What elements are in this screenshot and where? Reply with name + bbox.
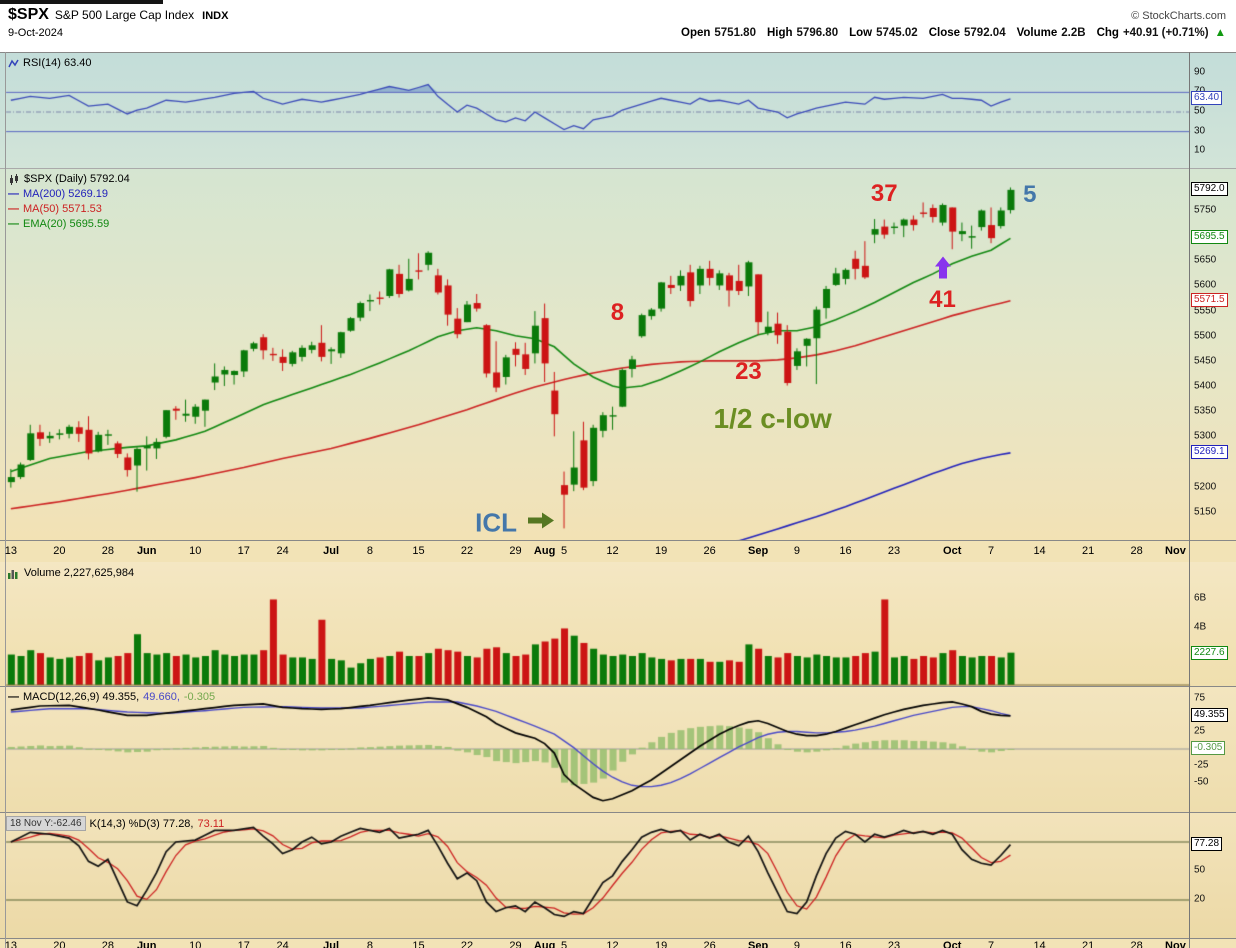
low-value: 5745.02: [876, 27, 918, 39]
plot-left-border: [5, 52, 6, 948]
stoch-d-value: 73.11: [197, 817, 225, 830]
quote-row: 9-Oct-2024 Open 5751.80 High 5796.80 Low…: [8, 27, 1226, 39]
symbol-name: S&P 500 Large Cap Index: [54, 8, 195, 22]
copyright-label: © StockCharts.com: [1131, 10, 1226, 22]
macd-legend-label: MACD(12,26,9) 49.355,: [23, 691, 140, 703]
stoch-panel: [0, 812, 1236, 939]
rsi-chart-canvas[interactable]: [0, 53, 1236, 169]
chart-header: $SPX S&P 500 Large Cap Index INDX © Stoc…: [0, 4, 1236, 52]
volume-legend: Volume 2,227,625,984: [8, 567, 134, 579]
x-axis-strip-bottom: [0, 938, 1236, 948]
open-label: Open: [681, 27, 711, 39]
high-label: High: [766, 27, 793, 39]
volume-icon: [8, 569, 18, 579]
macd-panel: [0, 686, 1236, 813]
symbol-title: $SPX: [8, 6, 49, 23]
change-label: Chg: [1096, 27, 1119, 39]
high-value: 5796.80: [796, 27, 839, 39]
change-value: +40.91 (+0.71%): [1122, 27, 1209, 39]
volume-panel: [0, 562, 1236, 686]
ohlc-quote: Open 5751.80 High 5796.80 Low 5745.02 Cl…: [674, 27, 1226, 39]
volume-label: Volume: [1016, 27, 1058, 39]
macd-legend: — MACD(12,26,9) 49.355, 49.660, -0.305: [8, 691, 215, 703]
rsi-legend: RSI(14) 63.40: [8, 57, 91, 69]
price-legend: $SPX (Daily) 5792.04 — MA(200) 5269.19 —…: [8, 172, 130, 232]
rsi-icon: [8, 59, 19, 67]
price-chart-canvas[interactable]: [0, 169, 1236, 541]
close-label: Close: [928, 27, 961, 39]
plot-right-border: [1189, 52, 1190, 948]
change-direction-icon: ▲: [1214, 27, 1226, 39]
volume-chart-canvas[interactable]: [0, 562, 1236, 686]
exchange-label: INDX: [202, 10, 229, 22]
stoch-legend: 18 Nov Y:-62.46 K(14,3) %D(3) 77.28, 73.…: [6, 816, 224, 831]
ma50-line-swatch: —: [8, 203, 19, 215]
stoch-chart-canvas[interactable]: [0, 813, 1236, 939]
low-label: Low: [849, 27, 873, 39]
ma50-legend-label: MA(50) 5571.53: [23, 203, 102, 215]
browser-artifact-strip: [0, 0, 163, 4]
rsi-legend-label: RSI(14) 63.40: [23, 57, 92, 69]
close-value: 5792.04: [964, 27, 1006, 39]
ema20-line-swatch: —: [8, 218, 19, 230]
stoch-legend-label: K(14,3) %D(3) 77.28,: [89, 817, 194, 830]
stoch-crosshair-note: 18 Nov Y:-62.46: [6, 816, 86, 831]
price-panel: [0, 168, 1236, 541]
macd-line-swatch: —: [8, 691, 19, 703]
price-legend-title: $SPX (Daily) 5792.04: [24, 173, 130, 185]
title-row: $SPX S&P 500 Large Cap Index INDX © Stoc…: [8, 6, 1226, 24]
candlestick-icon: [10, 173, 18, 185]
macd-hist-value: -0.305: [183, 691, 216, 703]
chart-date: 9-Oct-2024: [8, 27, 64, 39]
open-value: 5751.80: [714, 27, 756, 39]
macd-signal-value: 49.660,: [143, 691, 180, 703]
ema20-legend-label: EMA(20) 5695.59: [23, 218, 110, 230]
volume-legend-label: Volume 2,227,625,984: [24, 567, 135, 579]
x-axis-strip-top: [0, 540, 1236, 564]
macd-chart-canvas[interactable]: [0, 687, 1236, 813]
ma200-line-swatch: —: [8, 188, 19, 200]
volume-value: 2.2B: [1061, 27, 1086, 39]
rsi-panel: [0, 52, 1236, 169]
ma200-legend-label: MA(200) 5269.19: [23, 188, 108, 200]
